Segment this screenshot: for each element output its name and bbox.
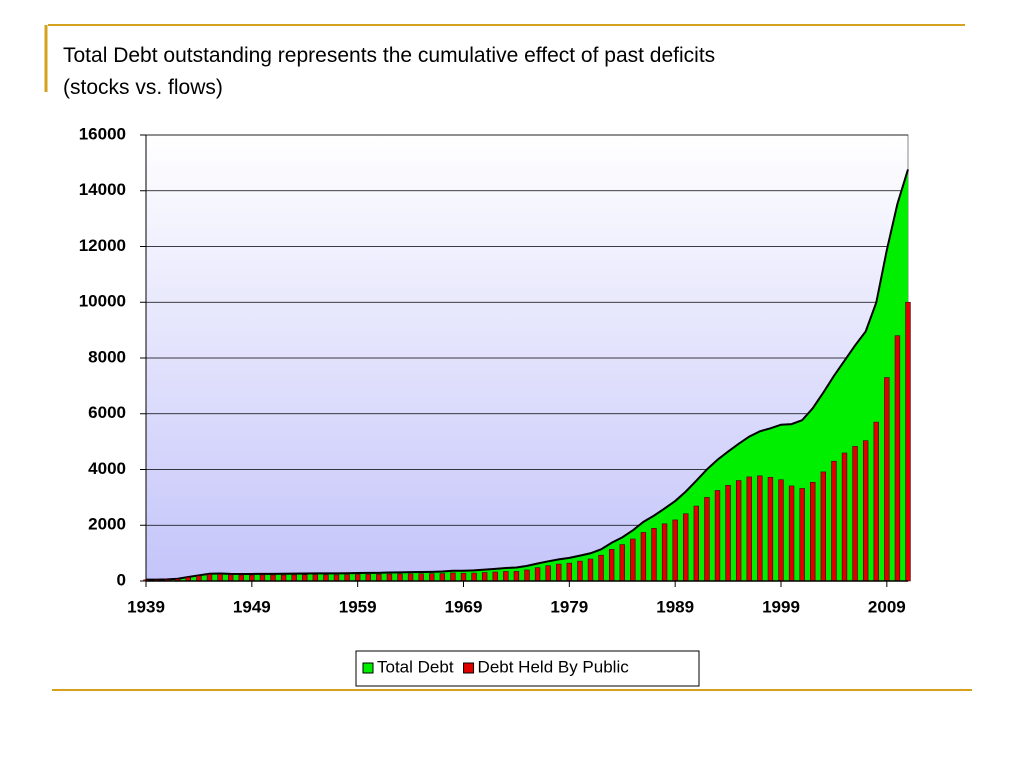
bar	[344, 574, 350, 582]
bar	[587, 558, 594, 582]
bar	[323, 574, 329, 582]
bar	[217, 573, 223, 582]
bar	[312, 574, 319, 582]
bar	[651, 528, 657, 582]
bar	[259, 574, 266, 582]
bar	[439, 573, 446, 582]
bar	[640, 532, 647, 582]
bar	[460, 572, 467, 582]
bar	[862, 440, 869, 582]
x-tick-label: 1949	[233, 597, 271, 616]
bar	[630, 538, 636, 582]
bar	[196, 575, 202, 582]
bar	[206, 574, 213, 582]
area-line	[145, 169, 909, 581]
bar	[556, 563, 562, 582]
x-tick-label: 1959	[339, 597, 377, 616]
bar	[227, 574, 234, 582]
bar	[820, 471, 827, 582]
bar	[280, 574, 287, 582]
bar	[503, 571, 509, 582]
bar	[481, 572, 488, 582]
y-tick-label: 4000	[88, 459, 126, 478]
x-tick-label: 1989	[656, 597, 694, 616]
bar	[397, 573, 403, 582]
bar	[767, 476, 774, 582]
x-tick-label: 2009	[868, 597, 906, 616]
bar	[831, 460, 837, 582]
bar	[757, 475, 763, 582]
bar	[376, 574, 382, 582]
bar	[746, 476, 752, 582]
bar	[386, 573, 393, 582]
bar	[545, 565, 551, 582]
bar	[841, 452, 848, 582]
bar	[598, 554, 604, 582]
bar	[714, 490, 721, 582]
x-tick-label: 1969	[445, 597, 483, 616]
bar	[661, 523, 668, 582]
legend-swatch	[463, 662, 475, 674]
legend-label: Debt Held By Public	[478, 657, 630, 676]
bar	[492, 571, 498, 582]
y-tick-label: 2000	[88, 515, 126, 534]
bar	[270, 574, 276, 582]
bar	[799, 488, 805, 582]
bar	[577, 560, 583, 582]
bar	[291, 574, 297, 582]
bar	[735, 480, 742, 582]
title: Total Debt outstanding represents the cu…	[63, 44, 715, 67]
bar	[704, 497, 710, 582]
legend	[355, 650, 700, 687]
subtitle: (stocks vs. flows)	[63, 76, 223, 99]
bar	[788, 485, 795, 582]
x-tick-label: 1939	[127, 597, 165, 616]
bar	[778, 479, 784, 582]
bar	[810, 482, 816, 582]
bar	[450, 572, 456, 582]
bar	[619, 544, 625, 582]
legend-label: Total Debt	[377, 657, 454, 676]
y-tick-label: 14000	[79, 180, 126, 199]
bar	[238, 574, 244, 582]
x-tick-label: 1979	[550, 597, 588, 616]
bar	[873, 421, 879, 582]
bar	[365, 574, 371, 582]
bar	[471, 572, 477, 582]
bar	[513, 571, 520, 582]
y-tick-label: 10000	[79, 292, 126, 311]
y-tick-label: 0	[117, 570, 126, 589]
marks: 0 2000 4000 6000 8000 10000 12000 14000 16000 193…	[79, 124, 911, 616]
y-tick-label: 16000	[79, 124, 126, 143]
y-tick-label: 12000	[79, 236, 126, 255]
bar	[354, 574, 361, 582]
bar	[429, 573, 435, 582]
legend-swatch	[362, 662, 374, 674]
bar	[884, 377, 890, 582]
area-fill	[146, 169, 908, 582]
y-tick-label: 6000	[88, 403, 126, 422]
bar	[672, 519, 678, 582]
bar	[524, 569, 530, 582]
bar	[608, 549, 615, 582]
bar	[249, 574, 255, 582]
bar	[725, 485, 731, 582]
bar	[683, 513, 689, 582]
y-tick-label: 8000	[88, 347, 126, 366]
bar	[693, 505, 700, 582]
bar	[407, 573, 414, 582]
bar	[566, 562, 573, 582]
bar	[905, 301, 911, 582]
bar	[333, 574, 340, 582]
bar	[302, 574, 308, 582]
bar	[894, 335, 901, 582]
x-tick-label: 1999	[762, 597, 800, 616]
bar	[418, 573, 424, 582]
bar	[534, 567, 541, 582]
bar	[852, 446, 858, 582]
